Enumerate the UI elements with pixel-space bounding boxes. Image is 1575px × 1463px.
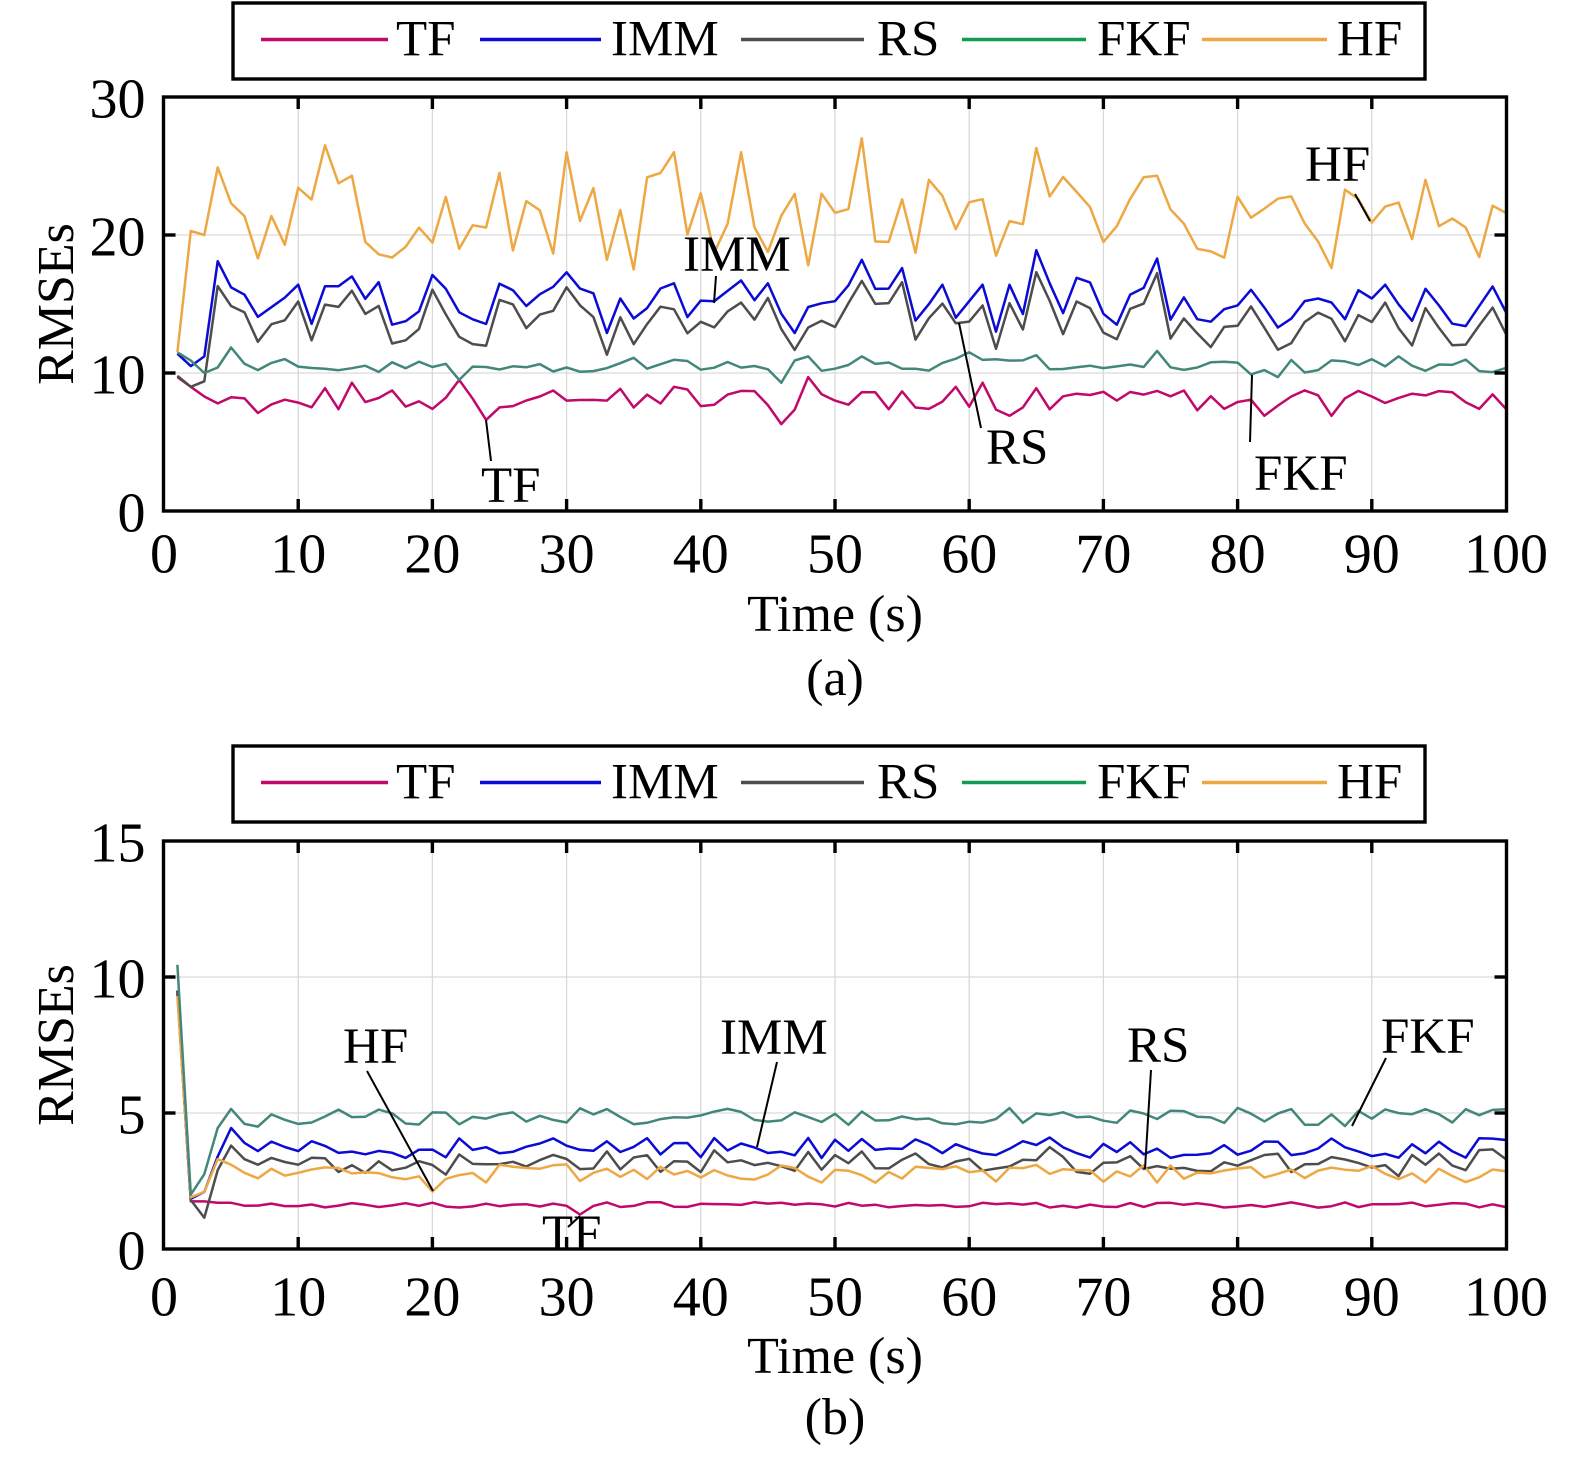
svg-text:Time (s): Time (s) — [747, 586, 923, 643]
svg-text:TF: TF — [396, 755, 456, 811]
svg-text:RMSEs: RMSEs — [28, 223, 85, 385]
svg-text:HF: HF — [1337, 755, 1402, 811]
svg-text:FKF: FKF — [1254, 446, 1348, 502]
svg-text:50: 50 — [807, 524, 863, 586]
svg-text:70: 70 — [1075, 524, 1131, 586]
svg-text:20: 20 — [404, 1267, 460, 1329]
svg-text:RS: RS — [986, 420, 1048, 476]
svg-text:RS: RS — [1127, 1018, 1189, 1074]
svg-text:IMM: IMM — [611, 12, 719, 68]
svg-text:100: 100 — [1464, 1267, 1548, 1329]
svg-text:IMM: IMM — [683, 227, 791, 283]
svg-text:FKF: FKF — [1097, 12, 1191, 68]
svg-text:20: 20 — [404, 524, 460, 586]
svg-text:TF: TF — [481, 458, 541, 514]
svg-text:40: 40 — [673, 524, 729, 586]
svg-text:80: 80 — [1210, 1267, 1266, 1329]
svg-text:40: 40 — [673, 1267, 729, 1329]
svg-text:RMSEs: RMSEs — [28, 964, 85, 1126]
svg-text:0: 0 — [118, 1221, 146, 1283]
svg-text:10: 10 — [90, 949, 146, 1011]
svg-text:90: 90 — [1344, 524, 1400, 586]
svg-text:FKF: FKF — [1097, 755, 1191, 811]
svg-text:30: 30 — [90, 69, 146, 131]
svg-text:30: 30 — [539, 1267, 595, 1329]
svg-text:0: 0 — [150, 1267, 178, 1329]
svg-text:FKF: FKF — [1381, 1009, 1475, 1065]
svg-text:(a): (a) — [806, 650, 864, 707]
svg-text:60: 60 — [941, 1267, 997, 1329]
svg-text:RS: RS — [877, 12, 939, 68]
svg-text:20: 20 — [90, 207, 146, 269]
svg-text:5: 5 — [118, 1085, 146, 1147]
svg-text:(b): (b) — [805, 1389, 866, 1446]
svg-text:10: 10 — [90, 345, 146, 407]
svg-text:30: 30 — [539, 524, 595, 586]
svg-text:90: 90 — [1344, 1267, 1400, 1329]
svg-text:10: 10 — [270, 1267, 326, 1329]
svg-text:70: 70 — [1075, 1267, 1131, 1329]
svg-text:TF: TF — [396, 12, 456, 68]
svg-text:0: 0 — [150, 524, 178, 586]
svg-text:RS: RS — [877, 755, 939, 811]
svg-text:10: 10 — [270, 524, 326, 586]
svg-text:IMM: IMM — [720, 1010, 828, 1066]
svg-text:80: 80 — [1210, 524, 1266, 586]
svg-text:TF: TF — [542, 1206, 602, 1262]
svg-text:IMM: IMM — [611, 755, 719, 811]
svg-text:50: 50 — [807, 1267, 863, 1329]
svg-text:Time (s): Time (s) — [747, 1328, 923, 1385]
svg-text:HF: HF — [1305, 137, 1370, 193]
svg-text:100: 100 — [1464, 524, 1548, 586]
svg-text:15: 15 — [90, 813, 146, 875]
svg-text:HF: HF — [1337, 12, 1402, 68]
svg-text:0: 0 — [118, 483, 146, 545]
svg-text:60: 60 — [941, 524, 997, 586]
svg-text:HF: HF — [343, 1019, 408, 1075]
